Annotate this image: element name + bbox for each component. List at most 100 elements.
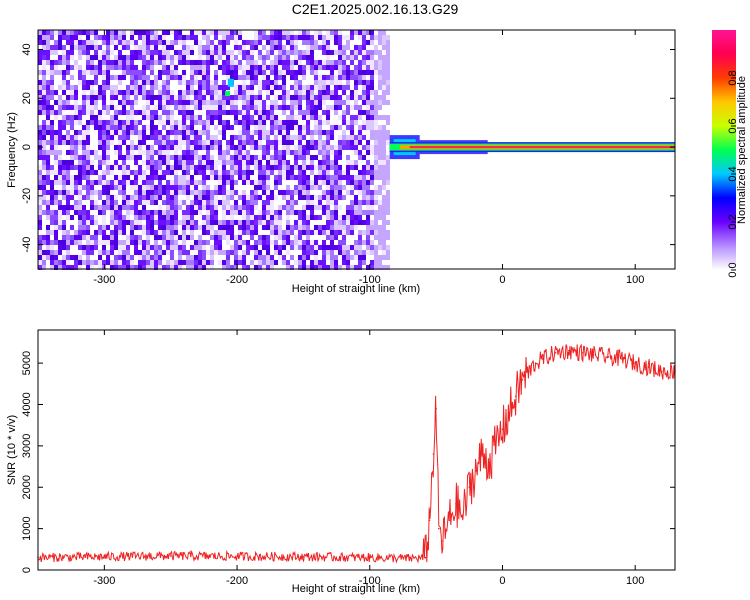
spectrogram-cell — [66, 135, 70, 140]
spectrogram-cell — [262, 225, 266, 230]
spectrogram-cell — [250, 195, 254, 200]
spectrogram-cell — [290, 75, 294, 80]
spectrogram-cell — [150, 215, 154, 220]
spectrogram-cell — [362, 120, 366, 125]
spectrogram-cell — [150, 150, 154, 155]
spectrogram-cell — [138, 70, 142, 75]
spectrogram-cell — [338, 145, 342, 150]
spectrogram-cell — [102, 105, 106, 110]
spectrogram-cell — [158, 260, 162, 265]
spectrogram-cell — [322, 130, 326, 135]
spectrogram-cell — [318, 65, 322, 70]
spectrogram-cell — [186, 225, 190, 230]
spectrogram-cell — [194, 265, 198, 270]
spectrogram-cell — [262, 130, 266, 135]
spectrogram-cell — [350, 130, 354, 135]
spectrogram-cell — [130, 70, 134, 75]
spectrogram-cell — [178, 60, 182, 65]
spectrogram-cell — [218, 240, 222, 245]
spectrogram-cell — [194, 260, 198, 265]
spectrogram-cell — [314, 125, 318, 130]
spectrogram-cell — [350, 120, 354, 125]
spectrogram-cell — [270, 90, 274, 95]
spectrogram-cell — [146, 100, 150, 105]
spectrogram-cell — [162, 170, 166, 175]
spectrogram-cell — [102, 75, 106, 80]
spectrogram-cell — [126, 130, 130, 135]
spectrogram-cell — [50, 50, 54, 55]
spectrogram-cell — [230, 35, 234, 40]
spectrogram-cell — [282, 260, 286, 265]
spectrogram-cell — [306, 150, 310, 155]
spectrogram-cell — [110, 140, 114, 145]
spectrogram-cell — [202, 45, 206, 50]
spectrogram-cell — [334, 145, 338, 150]
y-tick-label: 5000 — [21, 351, 33, 375]
spectrogram-cell — [234, 245, 238, 250]
spectrogram-cell — [218, 65, 222, 70]
spectrogram-cell — [110, 240, 114, 245]
spectrogram-cell — [122, 55, 126, 60]
spectrogram-cell — [314, 110, 318, 115]
spectrogram-cell — [378, 105, 382, 110]
spectrogram-cell — [50, 180, 54, 185]
spectrogram-cell — [334, 200, 338, 205]
spectrogram-cell — [178, 110, 182, 115]
spectrogram-cell — [134, 170, 138, 175]
spectrogram-cell — [186, 150, 190, 155]
spectrogram-cell — [94, 260, 98, 265]
spectrogram-cell — [262, 205, 266, 210]
spectrogram-cell — [306, 200, 310, 205]
spectrogram-cell — [54, 255, 58, 260]
spectrogram-cell — [114, 205, 118, 210]
spectrogram-cell — [118, 120, 122, 125]
spectrogram-cell — [270, 160, 274, 165]
spectrogram-cell — [378, 65, 382, 70]
spectrogram-cell — [70, 215, 74, 220]
spectrogram-cell — [386, 235, 390, 240]
spectrogram-cell — [302, 230, 306, 235]
x-tick-label: -300 — [93, 575, 115, 587]
spectrogram-cell — [282, 65, 286, 70]
spectrogram-cell — [142, 105, 146, 110]
spectrogram-cell — [42, 135, 46, 140]
spectrogram-cell — [254, 40, 258, 45]
spectrogram-cell — [246, 130, 250, 135]
spectrogram-cell — [238, 150, 242, 155]
spectrogram-cell — [290, 45, 294, 50]
spectrogram-cell — [130, 140, 134, 145]
spectrogram-cell — [230, 205, 234, 210]
spectrogram-cell — [234, 190, 238, 195]
spectrogram-cell — [306, 180, 310, 185]
spectrogram-cell — [62, 235, 66, 240]
spectrogram-cell — [198, 115, 202, 120]
spectrogram-cell — [266, 260, 270, 265]
spectrogram-cell — [166, 130, 170, 135]
spectrogram-cell — [302, 115, 306, 120]
spectrogram-cell — [54, 110, 58, 115]
spectrogram-cell — [210, 225, 214, 230]
spectrogram-cell — [370, 100, 374, 105]
spectrogram-cell — [250, 45, 254, 50]
spectrogram-cell — [258, 145, 262, 150]
spectrogram-cell — [114, 75, 118, 80]
spectrogram-cell — [246, 110, 250, 115]
spectrogram-cell — [178, 260, 182, 265]
spectrogram-cell — [322, 145, 326, 150]
spectrogram-cell — [238, 140, 242, 145]
spectrogram-cell — [174, 70, 178, 75]
spectrogram-cell — [138, 220, 142, 225]
spectrogram-cell — [274, 150, 278, 155]
spectrogram-cell — [354, 210, 358, 215]
spectrogram-cell — [206, 105, 210, 110]
spectrogram-cell — [62, 35, 66, 40]
spectrogram-cell — [78, 70, 82, 75]
spectrogram-cell — [250, 100, 254, 105]
spectrogram-cell — [334, 40, 338, 45]
spectrogram-cell — [270, 110, 274, 115]
spectrogram-cell — [266, 165, 270, 170]
spectrogram-cell — [354, 145, 358, 150]
spectrogram-cell — [38, 205, 42, 210]
spectrogram-cell — [342, 240, 346, 245]
spectrogram-cell — [338, 50, 342, 55]
